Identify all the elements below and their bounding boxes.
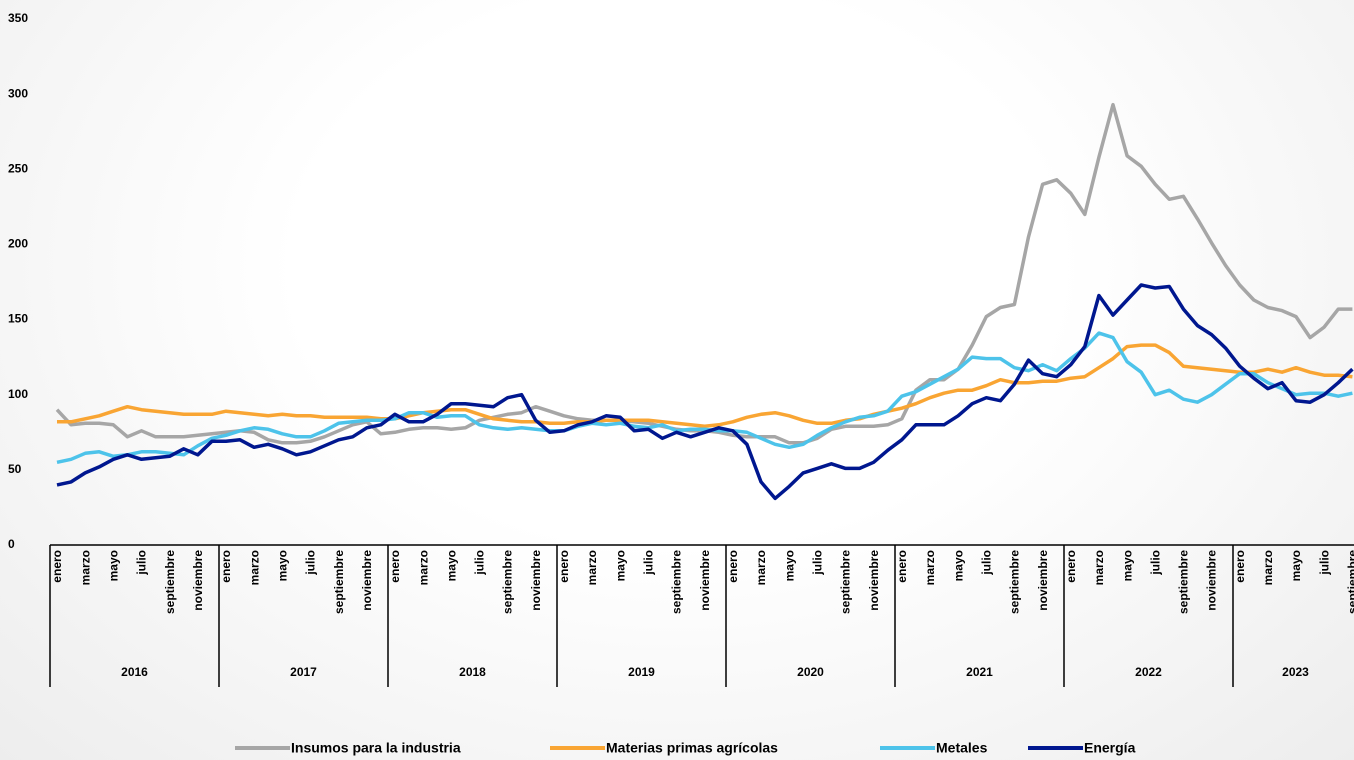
legend-label: Materias primas agrícolas — [606, 740, 778, 756]
x-tick-label: julio — [642, 550, 656, 576]
x-tick-label: marzo — [923, 550, 937, 585]
y-tick-label: 200 — [8, 237, 28, 251]
x-tick-label: septiembre — [1346, 550, 1354, 614]
x-tick-label: septiembre — [670, 550, 684, 614]
x-tick-label: noviembre — [698, 550, 712, 611]
legend-label: Metales — [936, 740, 988, 756]
series-line — [57, 343, 1353, 429]
y-tick-label: 300 — [8, 86, 28, 100]
x-tick-label: enero — [1233, 550, 1247, 583]
x-tick-label: julio — [1317, 550, 1331, 576]
x-tick-label: julio — [810, 550, 824, 576]
x-tick-label: enero — [1064, 550, 1078, 583]
x-tick-label: enero — [50, 550, 64, 583]
y-tick-label: 50 — [8, 462, 22, 476]
x-tick-label: septiembre — [1177, 550, 1191, 614]
year-label: 2019 — [628, 665, 655, 679]
x-tick-label: noviembre — [867, 550, 881, 611]
year-label: 2023 — [1282, 665, 1309, 679]
legend-label: Energía — [1084, 740, 1136, 756]
x-tick-label: marzo — [1092, 550, 1106, 585]
year-label: 2022 — [1135, 665, 1162, 679]
x-tick-label: mayo — [1120, 550, 1134, 581]
x-tick-label: enero — [219, 550, 233, 583]
x-tick-label: mayo — [444, 550, 458, 581]
x-tick-label: enero — [557, 550, 571, 583]
x-tick-label: marzo — [247, 550, 261, 585]
x-tick-label: noviembre — [191, 550, 205, 611]
x-tick-label: septiembre — [839, 550, 853, 614]
x-tick-label: noviembre — [1036, 550, 1050, 611]
year-label: 2021 — [966, 665, 993, 679]
x-tick-label: noviembre — [360, 550, 374, 611]
x-tick-label: septiembre — [163, 550, 177, 614]
x-tick-label: julio — [304, 550, 318, 576]
x-tick-label: enero — [388, 550, 402, 583]
year-label: 2017 — [290, 665, 317, 679]
x-tick-label: enero — [726, 550, 740, 583]
x-tick-label: enero — [895, 550, 909, 583]
series-line — [56, 283, 1354, 501]
year-label: 2016 — [121, 665, 148, 679]
x-tick-label: marzo — [585, 550, 599, 585]
y-tick-label: 100 — [8, 387, 28, 401]
x-tick-label: mayo — [1289, 550, 1303, 581]
x-tick-label: julio — [135, 550, 149, 576]
x-tick-label: septiembre — [332, 550, 346, 614]
y-tick-label: 150 — [8, 312, 28, 326]
legend: Insumos para la industria Materias primas… — [235, 740, 1136, 756]
x-tick-label: julio — [979, 550, 993, 576]
x-tick-label: mayo — [951, 550, 965, 581]
x-tick-label: septiembre — [1008, 550, 1022, 614]
x-tick-label: marzo — [78, 550, 92, 585]
x-tick-label: mayo — [106, 550, 120, 581]
year-label: 2020 — [797, 665, 824, 679]
x-tick-label: noviembre — [1205, 550, 1219, 611]
year-label: 2018 — [459, 665, 486, 679]
x-tick-label: julio — [473, 550, 487, 576]
x-tick-label: mayo — [782, 550, 796, 581]
x-tick-label: septiembre — [501, 550, 515, 614]
x-tick-label: mayo — [613, 550, 627, 581]
legend-label: Insumos para la industria — [291, 740, 461, 756]
series-line — [56, 331, 1353, 465]
x-tick-label: marzo — [416, 550, 430, 585]
x-tick-label: marzo — [1261, 550, 1275, 585]
y-tick-label: 250 — [8, 161, 28, 175]
x-tick-label: mayo — [275, 550, 289, 581]
x-tick-label: noviembre — [529, 550, 543, 611]
y-tick-label: 350 — [8, 11, 28, 25]
x-tick-label: marzo — [754, 550, 768, 585]
y-tick-label: 0 — [8, 537, 15, 551]
x-tick-label: julio — [1148, 550, 1162, 576]
